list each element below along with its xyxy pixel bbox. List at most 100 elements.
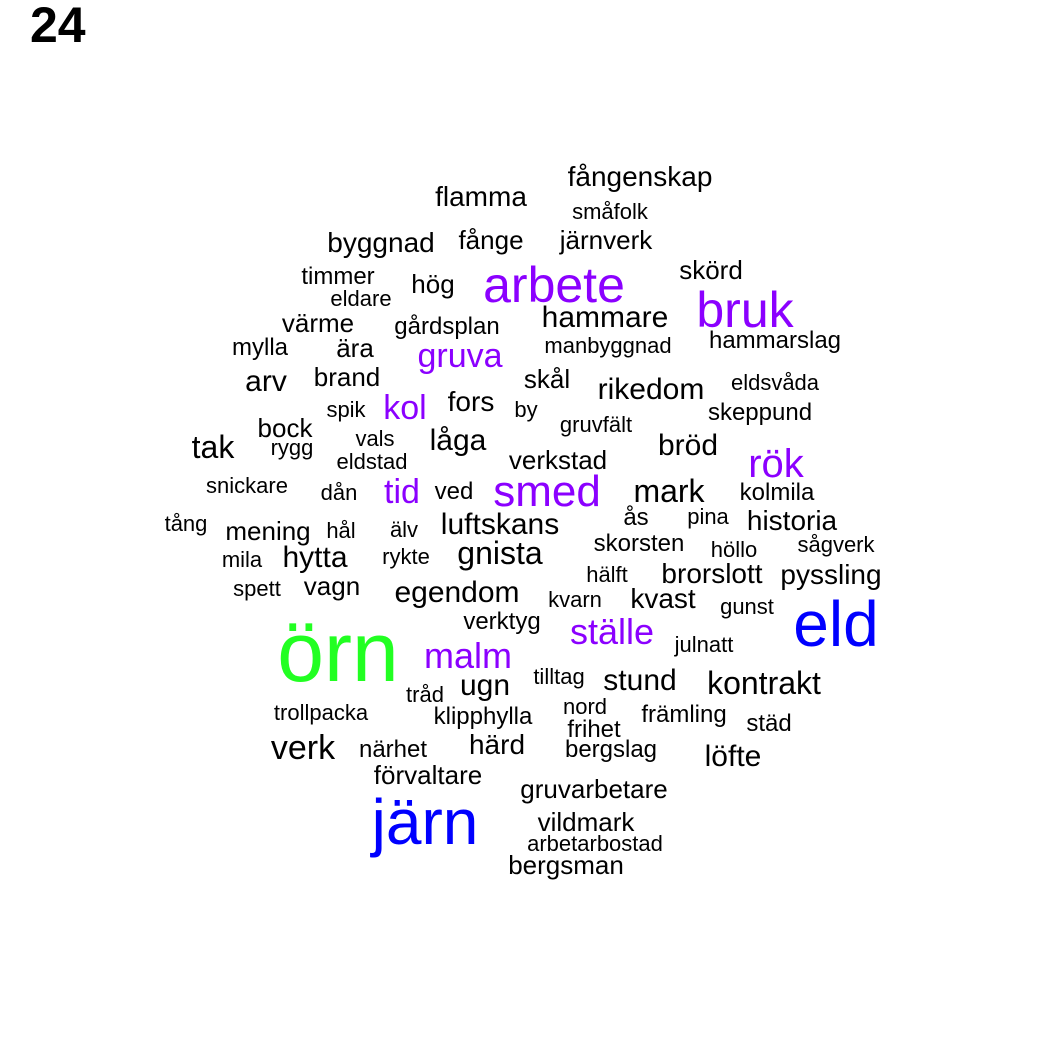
word-29: manbyggnad bbox=[544, 333, 672, 358]
word-93: bergslag bbox=[564, 736, 658, 763]
word-51: mark bbox=[633, 473, 705, 509]
word-42: rygg bbox=[270, 435, 314, 460]
word-26: hammarslag bbox=[708, 327, 842, 354]
word-25: gårdsplan bbox=[394, 313, 500, 340]
word-86: nord bbox=[562, 694, 608, 719]
word-30: arv bbox=[245, 365, 287, 398]
word-40: gruvfält bbox=[559, 412, 633, 437]
word-76: gunst bbox=[720, 594, 774, 619]
word-46: eldstad bbox=[336, 449, 408, 474]
word-83: ugn bbox=[459, 669, 511, 702]
word-60: historia bbox=[746, 505, 838, 536]
word-37: by bbox=[514, 397, 538, 422]
word-98: arbetarbostad bbox=[527, 831, 663, 856]
word-87: främling bbox=[641, 701, 727, 728]
word-92: härd bbox=[468, 729, 526, 760]
word-23: hammare bbox=[541, 301, 669, 334]
word-38: skeppund bbox=[707, 399, 813, 426]
word-18: järnverk bbox=[559, 225, 653, 255]
word-49: dån bbox=[320, 480, 358, 505]
word-14: flamma bbox=[435, 181, 527, 212]
word-96: gruvarbetare bbox=[520, 774, 668, 804]
word-44: låga bbox=[429, 424, 487, 457]
word-99: bergsman bbox=[508, 850, 624, 880]
word-8: ställe bbox=[569, 611, 655, 652]
word-22: eldare bbox=[330, 286, 392, 311]
word-73: egendom bbox=[394, 576, 520, 609]
page-number: 24 bbox=[30, 0, 86, 53]
word-71: brorslott bbox=[661, 558, 763, 589]
word-58: ås bbox=[623, 504, 649, 531]
word-80: stund bbox=[603, 664, 677, 697]
word-16: byggnad bbox=[327, 227, 435, 258]
word-19: skörd bbox=[679, 255, 743, 285]
word-3: eld bbox=[793, 588, 879, 660]
word-4: arbete bbox=[483, 257, 625, 313]
word-77: verktyg bbox=[463, 608, 541, 635]
word-63: rykte bbox=[382, 544, 430, 569]
word-5: bruk bbox=[696, 282, 794, 338]
word-12: tid bbox=[384, 473, 420, 511]
word-36: spik bbox=[326, 397, 366, 422]
word-1: örn bbox=[277, 605, 399, 699]
word-88: frihet bbox=[567, 716, 621, 743]
word-32: skål bbox=[523, 364, 571, 394]
word-33: rikedom bbox=[597, 373, 705, 406]
word-9: malm bbox=[424, 635, 512, 676]
word-89: städ bbox=[746, 710, 792, 737]
word-68: spett bbox=[233, 576, 281, 601]
word-66: höllo bbox=[710, 537, 758, 562]
word-11: kol bbox=[383, 389, 427, 427]
word-15: småfolk bbox=[572, 199, 648, 224]
word-31: brand bbox=[313, 362, 381, 392]
word-54: mening bbox=[225, 516, 311, 546]
word-2: järn bbox=[371, 786, 479, 858]
word-57: luftskans bbox=[440, 508, 560, 541]
word-62: hytta bbox=[282, 541, 348, 574]
word-91: närhet bbox=[358, 736, 428, 763]
word-17: fånge bbox=[458, 225, 524, 255]
word-82: tråd bbox=[406, 682, 444, 707]
word-28: ära bbox=[336, 333, 374, 363]
word-35: fors bbox=[447, 386, 495, 417]
word-69: vagn bbox=[303, 571, 361, 601]
word-34: eldsvåda bbox=[730, 370, 820, 395]
word-72: pyssling bbox=[780, 559, 882, 590]
word-75: kvast bbox=[630, 583, 696, 614]
word-64: gnista bbox=[457, 535, 543, 571]
word-56: älv bbox=[389, 517, 419, 542]
word-43: vals bbox=[355, 426, 395, 451]
word-59: pina bbox=[687, 504, 729, 529]
word-39: bock bbox=[257, 413, 313, 443]
word-90: verk bbox=[270, 729, 336, 767]
word-55: hål bbox=[326, 518, 356, 543]
word-7: rök bbox=[748, 442, 804, 486]
word-84: trollpacka bbox=[273, 700, 369, 725]
word-27: mylla bbox=[231, 334, 289, 361]
word-48: snickare bbox=[206, 473, 288, 498]
word-53: tång bbox=[164, 511, 208, 536]
word-50: ved bbox=[434, 478, 474, 505]
word-21: hög bbox=[411, 269, 455, 299]
word-6: smed bbox=[493, 467, 601, 516]
word-24: värme bbox=[281, 308, 355, 338]
word-65: skorsten bbox=[593, 530, 685, 557]
word-78: julnatt bbox=[674, 632, 734, 657]
word-13: fångenskap bbox=[567, 161, 713, 192]
word-81: kontrakt bbox=[707, 665, 821, 701]
word-97: vildmark bbox=[537, 807, 635, 837]
word-41: tak bbox=[191, 429, 235, 465]
word-45: bröd bbox=[657, 429, 719, 462]
word-10: gruva bbox=[417, 337, 503, 375]
word-79: tilltag bbox=[533, 664, 585, 689]
word-67: sågverk bbox=[797, 532, 875, 557]
word-61: mila bbox=[221, 547, 263, 572]
word-94: löfte bbox=[704, 740, 762, 773]
word-70: hälft bbox=[586, 562, 628, 587]
word-20: timmer bbox=[301, 263, 375, 290]
word-95: förvaltare bbox=[373, 760, 483, 790]
word-85: klipphylla bbox=[433, 703, 533, 730]
word-52: kolmila bbox=[739, 479, 815, 506]
word-47: verkstad bbox=[508, 445, 608, 475]
